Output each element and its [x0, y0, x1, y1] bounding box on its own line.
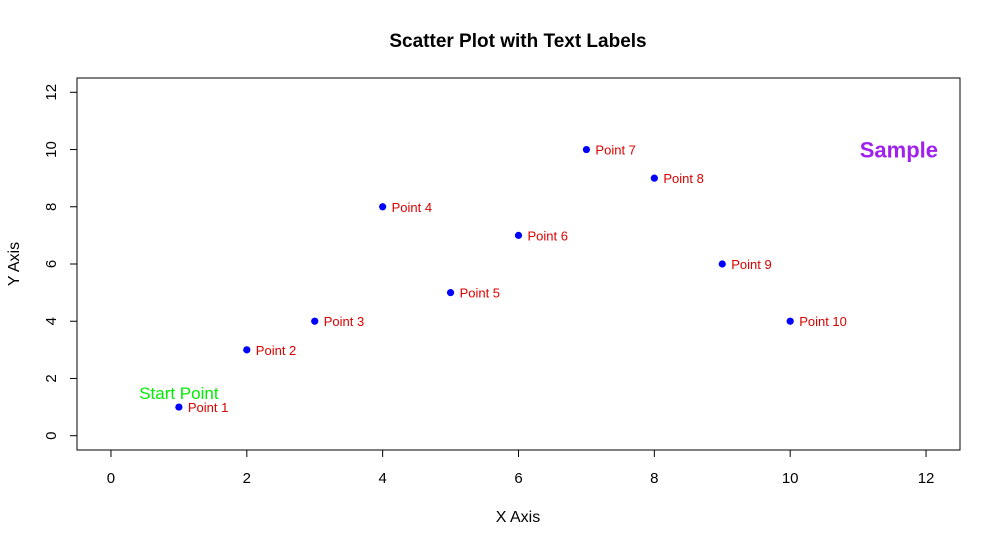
y-tick-label-6: 12: [43, 84, 60, 101]
x-tick-label-1: 2: [243, 470, 251, 487]
chart-title: Scatter Plot with Text Labels: [389, 31, 646, 52]
point-1: [175, 403, 183, 411]
y-axis-title: Y Axis: [6, 242, 23, 286]
point-3: [311, 317, 319, 325]
point-label-9: Point 9: [731, 257, 771, 272]
point-label-1: Point 1: [188, 400, 228, 415]
point-label-10: Point 10: [799, 314, 847, 329]
annotation-start: Start Point: [139, 384, 219, 403]
point-6: [514, 231, 523, 239]
x-tick-label-3: 6: [514, 470, 522, 487]
point-8: [650, 174, 658, 182]
annotations: Start Point Sample: [139, 138, 938, 403]
point-2: [243, 346, 251, 354]
x-tick-label-5: 10: [782, 470, 799, 487]
y-tick-label-2: 4: [43, 317, 60, 325]
y-axis: 0 2 4 6 8 10 12: [43, 84, 78, 440]
x-axis-title: X Axis: [496, 509, 540, 526]
point-10: [786, 317, 794, 325]
x-tick-label-4: 8: [650, 470, 658, 487]
point-4: [379, 203, 387, 211]
y-tick-label-3: 6: [43, 260, 60, 268]
point-label-6: Point 6: [528, 228, 568, 243]
y-tick-label-5: 10: [43, 141, 60, 158]
point-labels: Point 1 Point 2 Point 3 Point 4 Point 5 Point…: [188, 143, 847, 416]
x-tick-label-0: 0: [107, 470, 115, 487]
point-label-4: Point 4: [392, 200, 432, 215]
x-tick-label-6: 12: [918, 470, 935, 487]
y-tick-label-4: 8: [43, 203, 60, 211]
y-tick-label-0: 0: [43, 432, 60, 440]
point-7: [582, 145, 591, 154]
point-5: [446, 289, 455, 297]
point-label-5: Point 5: [460, 286, 500, 301]
x-axis: 0 2 4 6 8 10 12: [107, 449, 935, 487]
y-tick-label-1: 2: [43, 374, 60, 382]
point-label-2: Point 2: [256, 343, 296, 358]
data-points: [175, 145, 794, 411]
point-label-3: Point 3: [324, 314, 364, 329]
point-label-7: Point 7: [595, 143, 635, 158]
point-9: [718, 260, 726, 268]
annotation-sample: Sample: [860, 138, 938, 163]
x-tick-label-2: 4: [378, 470, 386, 487]
point-label-8: Point 8: [663, 171, 703, 186]
